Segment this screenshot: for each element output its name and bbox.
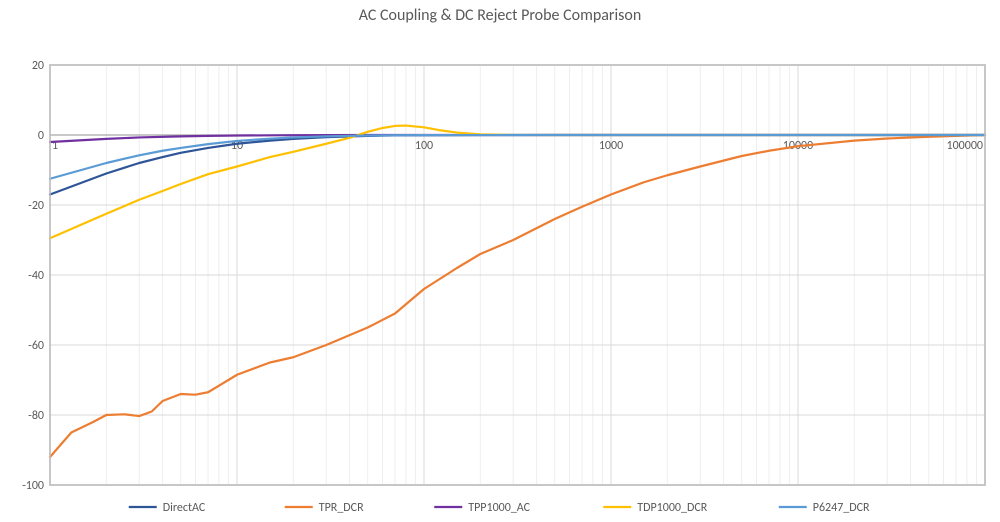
y-tick-label: 0 [38, 129, 44, 143]
y-tick-label: -20 [28, 199, 44, 213]
legend-label: TDP1000_DCR [637, 501, 708, 515]
y-tick-label: 20 [32, 59, 44, 73]
chart-container: AC Coupling & DC Reject Probe Comparison… [0, 0, 1000, 518]
legend-label: DirectAC [163, 501, 206, 515]
legend-label: TPP1000_AC [468, 501, 530, 515]
y-tick-label: -60 [28, 339, 44, 353]
y-tick-label: -40 [28, 269, 44, 283]
legend-label: TPR_DCR [319, 501, 364, 515]
y-tick-label: -80 [28, 409, 44, 423]
legend-label: P6247_DCR [813, 501, 870, 515]
x-tick-label: 100 [415, 139, 433, 153]
chart-title: AC Coupling & DC Reject Probe Comparison [0, 0, 1000, 25]
x-tick-label: 100000 [947, 139, 984, 153]
chart-svg: 200-20-40-60-80-100110100100010000100000… [0, 25, 1000, 517]
y-tick-label: -100 [22, 479, 44, 493]
x-tick-label: 1000 [599, 139, 623, 153]
